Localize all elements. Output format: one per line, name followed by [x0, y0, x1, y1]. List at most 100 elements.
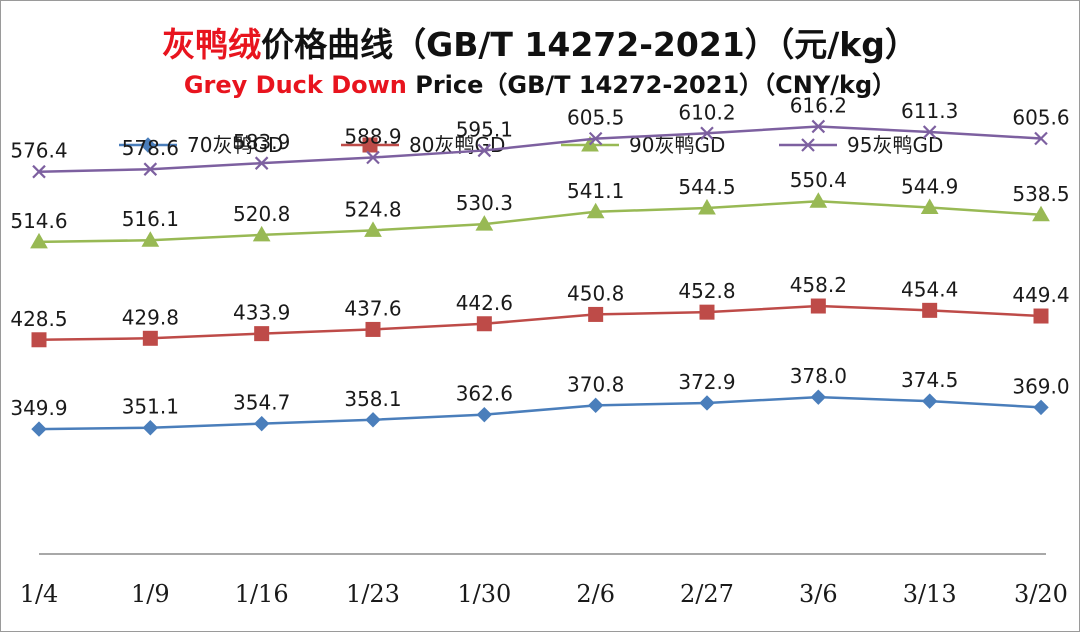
data-label: 524.8: [344, 197, 401, 221]
series-group: 514.6 516.1 520.8 524.8 530.3 541.1 544.5 550.4…: [10, 168, 1070, 249]
series-group: 428.5 429.8 433.9 437.6 442.6 450.8 452.8 458.2…: [10, 273, 1070, 348]
data-label: 514.6: [10, 209, 67, 233]
chart-title-en-rest: Price（GB/T 14272-2021）（CNY/kg）: [407, 71, 896, 99]
data-point: [366, 150, 380, 165]
data-point: [586, 202, 605, 219]
data-label: 429.8: [122, 305, 179, 329]
data-point: [811, 119, 826, 134]
data-label: 428.5: [10, 307, 67, 331]
legend-item: 70灰鸭GD: [119, 133, 283, 157]
data-point: [922, 302, 938, 318]
data-label: 616.2: [790, 93, 847, 117]
series-layer: 349.9 351.1 354.7 358.1 362.6 370.8 372.9 378.0…: [10, 93, 1070, 437]
data-point: [810, 298, 826, 314]
chart-title-en: Grey Duck Down Price（GB/T 14272-2021）（CN…: [184, 71, 896, 99]
x-tick-label: 1/23: [346, 580, 400, 608]
data-label: 433.9: [233, 301, 290, 325]
data-point: [810, 389, 827, 405]
data-point: [476, 406, 493, 423]
chart-title-cn-rest: 价格曲线（GB/T 14272-2021）（元/kg）: [261, 25, 918, 64]
data-label: 351.1: [122, 395, 179, 419]
data-label: 605.6: [1012, 106, 1069, 130]
series-group: 576.4 578.6 583.9 588.9 595.1 605.5 610.2 616.2…: [10, 93, 1070, 179]
data-label: 576.4: [10, 139, 67, 163]
data-point: [587, 397, 604, 414]
data-label: 372.9: [678, 370, 735, 394]
data-label: 362.6: [456, 382, 513, 406]
legend-label: 70灰鸭GD: [187, 133, 283, 157]
legend-marker: [801, 138, 815, 152]
legend-marker: [140, 137, 156, 153]
data-label: 516.1: [122, 207, 179, 231]
data-label: 550.4: [790, 168, 847, 192]
data-label: 595.1: [456, 117, 513, 141]
data-point: [475, 215, 494, 231]
data-label: 369.0: [1012, 374, 1069, 398]
data-label: 578.6: [122, 136, 179, 160]
data-point: [253, 415, 270, 432]
data-point: [700, 126, 714, 141]
data-point: [142, 330, 158, 346]
data-point: [30, 232, 48, 249]
data-point: [254, 156, 269, 170]
data-label: 544.9: [901, 174, 958, 198]
x-tick-label: 2/27: [680, 580, 734, 608]
data-point: [1032, 205, 1050, 222]
data-label: 370.8: [567, 372, 624, 396]
data-point: [1033, 399, 1049, 416]
data-point: [699, 395, 715, 411]
data-label: 374.5: [901, 368, 958, 392]
data-point: [922, 125, 937, 139]
data-label: 530.3: [456, 191, 513, 215]
series-line: [38, 125, 1042, 173]
data-label: 449.4: [1012, 283, 1069, 307]
data-point: [477, 143, 492, 158]
data-point: [1033, 308, 1049, 324]
data-point: [31, 332, 47, 348]
x-tick-label: 1/16: [235, 580, 289, 608]
data-label: 349.9: [10, 396, 67, 420]
legend-marker: [362, 137, 378, 153]
series-line: [38, 395, 1042, 431]
data-label: 583.9: [233, 130, 290, 154]
data-label: 610.2: [678, 100, 735, 124]
data-label: 354.7: [233, 391, 290, 415]
data-label: 452.8: [678, 279, 735, 303]
data-label: 538.5: [1012, 182, 1069, 206]
data-label: 541.1: [567, 179, 624, 203]
x-tick-label: 3/20: [1014, 580, 1068, 608]
series-line: [38, 199, 1042, 244]
chart-title-en-highlight: Grey Duck Down: [184, 71, 407, 99]
data-point: [809, 192, 828, 208]
data-point: [364, 221, 382, 237]
data-point: [254, 326, 270, 342]
data-point: [32, 164, 46, 179]
data-point: [476, 316, 492, 332]
data-label: 358.1: [344, 387, 401, 411]
data-point: [252, 225, 271, 242]
data-point: [699, 304, 715, 320]
data-label: 611.3: [901, 99, 958, 123]
x-tick-label: 2/6: [576, 580, 615, 608]
data-point: [698, 198, 716, 215]
data-point: [588, 131, 603, 146]
x-tick-label: 1/4: [20, 580, 59, 608]
data-point: [365, 412, 381, 428]
x-tick-label: 3/6: [799, 580, 838, 608]
chart-title-cn: 灰鸭绒价格曲线（GB/T 14272-2021）（元/kg）: [162, 25, 918, 64]
data-label: 520.8: [233, 202, 290, 226]
data-label: 544.5: [678, 175, 735, 199]
data-label: 588.9: [344, 124, 401, 148]
data-point: [920, 198, 939, 214]
legend-label: 95灰鸭GD: [847, 133, 943, 157]
data-point: [1034, 131, 1048, 146]
data-point: [365, 321, 381, 337]
x-tick-label: 1/30: [457, 580, 511, 608]
data-point: [142, 420, 159, 436]
chart-title-cn-highlight: 灰鸭绒: [162, 25, 261, 64]
data-label: 442.6: [456, 291, 513, 315]
series-line: [38, 304, 1042, 342]
data-point: [141, 231, 160, 247]
data-label: 437.6: [344, 296, 401, 320]
